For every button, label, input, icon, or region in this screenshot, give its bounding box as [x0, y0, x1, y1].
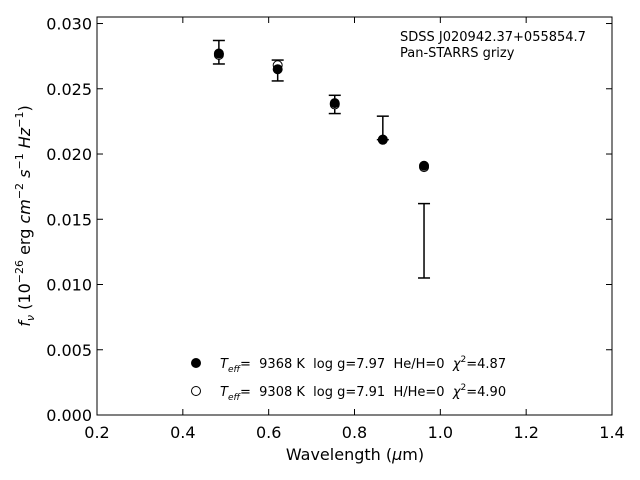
plot-frame — [96, 16, 613, 416]
legend-filled-marker — [191, 358, 201, 368]
survey-annotation: Pan-STARRS grizy — [400, 46, 515, 61]
y-tick-label: 0.010 — [46, 276, 92, 295]
legend-entry-1: Teff= 9368 K log g=7.97 He/H=0 χ2=4.87 — [220, 355, 506, 375]
legend-open-marker — [191, 386, 201, 396]
y-tick-label: 0.005 — [46, 341, 92, 360]
h-model-markers — [213, 48, 430, 171]
y-axis: 0.000 0.005 0.010 0.015 0.020 0.025 0.030 — [46, 15, 612, 425]
x-axis: 0.2 0.4 0.6 0.8 1.0 1.2 1.4 — [84, 17, 625, 442]
h-model-point — [377, 134, 388, 145]
y-axis-label: fν (10−26 erg cm−2 s−1 Hz−1) — [13, 105, 37, 326]
y-tick-label: 0.030 — [46, 15, 92, 34]
y-tick-label: 0.025 — [46, 80, 92, 99]
y-tick-label: 0.020 — [46, 145, 92, 164]
legend-entry-2: Teff= 9308 K log g=7.91 H/He=0 χ2=4.90 — [220, 383, 506, 403]
he-model-markers — [213, 49, 430, 173]
legend: Teff= 9368 K log g=7.97 He/H=0 χ2=4.87 T… — [191, 355, 506, 403]
x-tick-label: 1.4 — [599, 423, 624, 442]
y-tick-label: 0.000 — [46, 406, 92, 425]
h-model-point — [419, 160, 430, 171]
h-model-point — [329, 98, 340, 109]
x-tick-label: 0.4 — [170, 423, 195, 442]
h-model-point — [213, 48, 224, 59]
x-tick-label: 0.8 — [342, 423, 367, 442]
y-tick-label: 0.015 — [46, 210, 92, 229]
observed-errorbars — [212, 39, 431, 279]
x-tick-label: 0.6 — [256, 423, 281, 442]
h-model-point — [272, 64, 283, 75]
x-tick-label: 1.0 — [428, 423, 453, 442]
x-axis-label: Wavelength (μm) — [286, 445, 424, 464]
x-tick-label: 1.2 — [513, 423, 538, 442]
object-name-annotation: SDSS J020942.37+055854.7 — [400, 30, 586, 45]
svg-text:fν (10−26 erg cm−2 s−1 Hz−1): fν (10−26 erg cm−2 s−1 Hz−1) — [13, 105, 37, 326]
x-tick-label: 0.2 — [84, 423, 109, 442]
